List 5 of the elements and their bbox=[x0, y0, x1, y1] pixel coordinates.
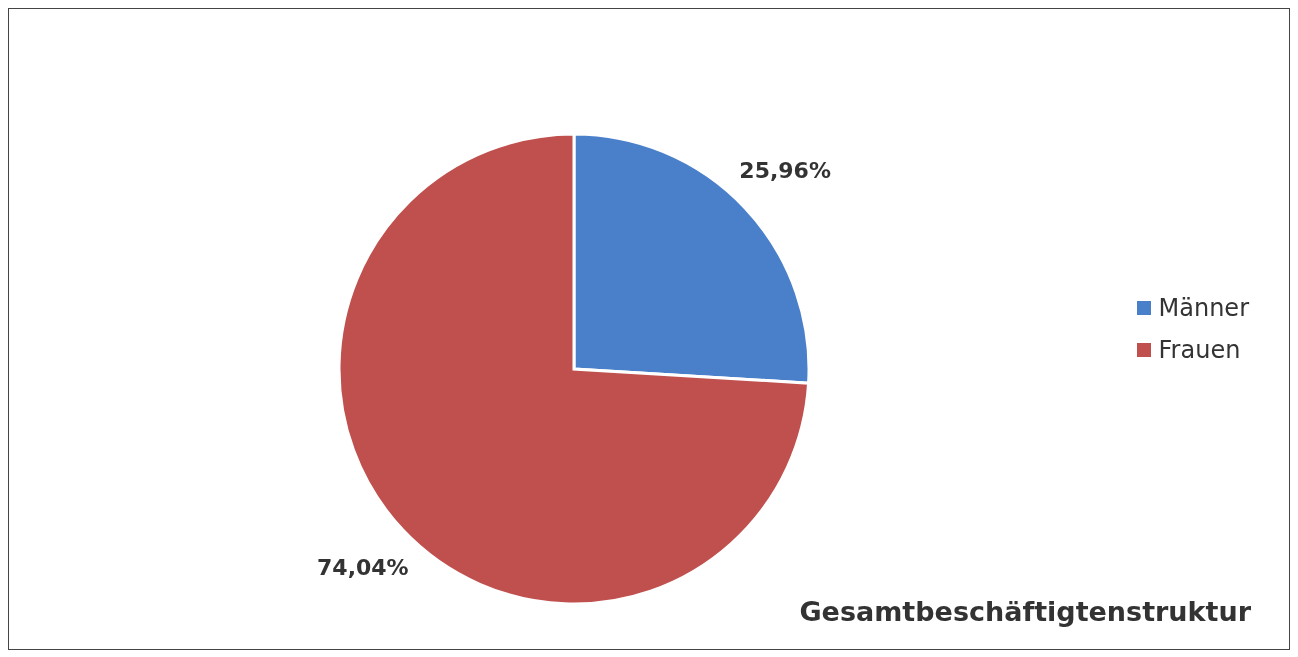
data-label: 74,04% bbox=[317, 555, 409, 581]
text: Gesamtbeschäftigtenstruktur bbox=[799, 596, 1251, 627]
data-label: 25,96% bbox=[739, 157, 831, 183]
legend-label: Frauen bbox=[1158, 336, 1241, 364]
legend-label: Männer bbox=[1158, 294, 1249, 322]
